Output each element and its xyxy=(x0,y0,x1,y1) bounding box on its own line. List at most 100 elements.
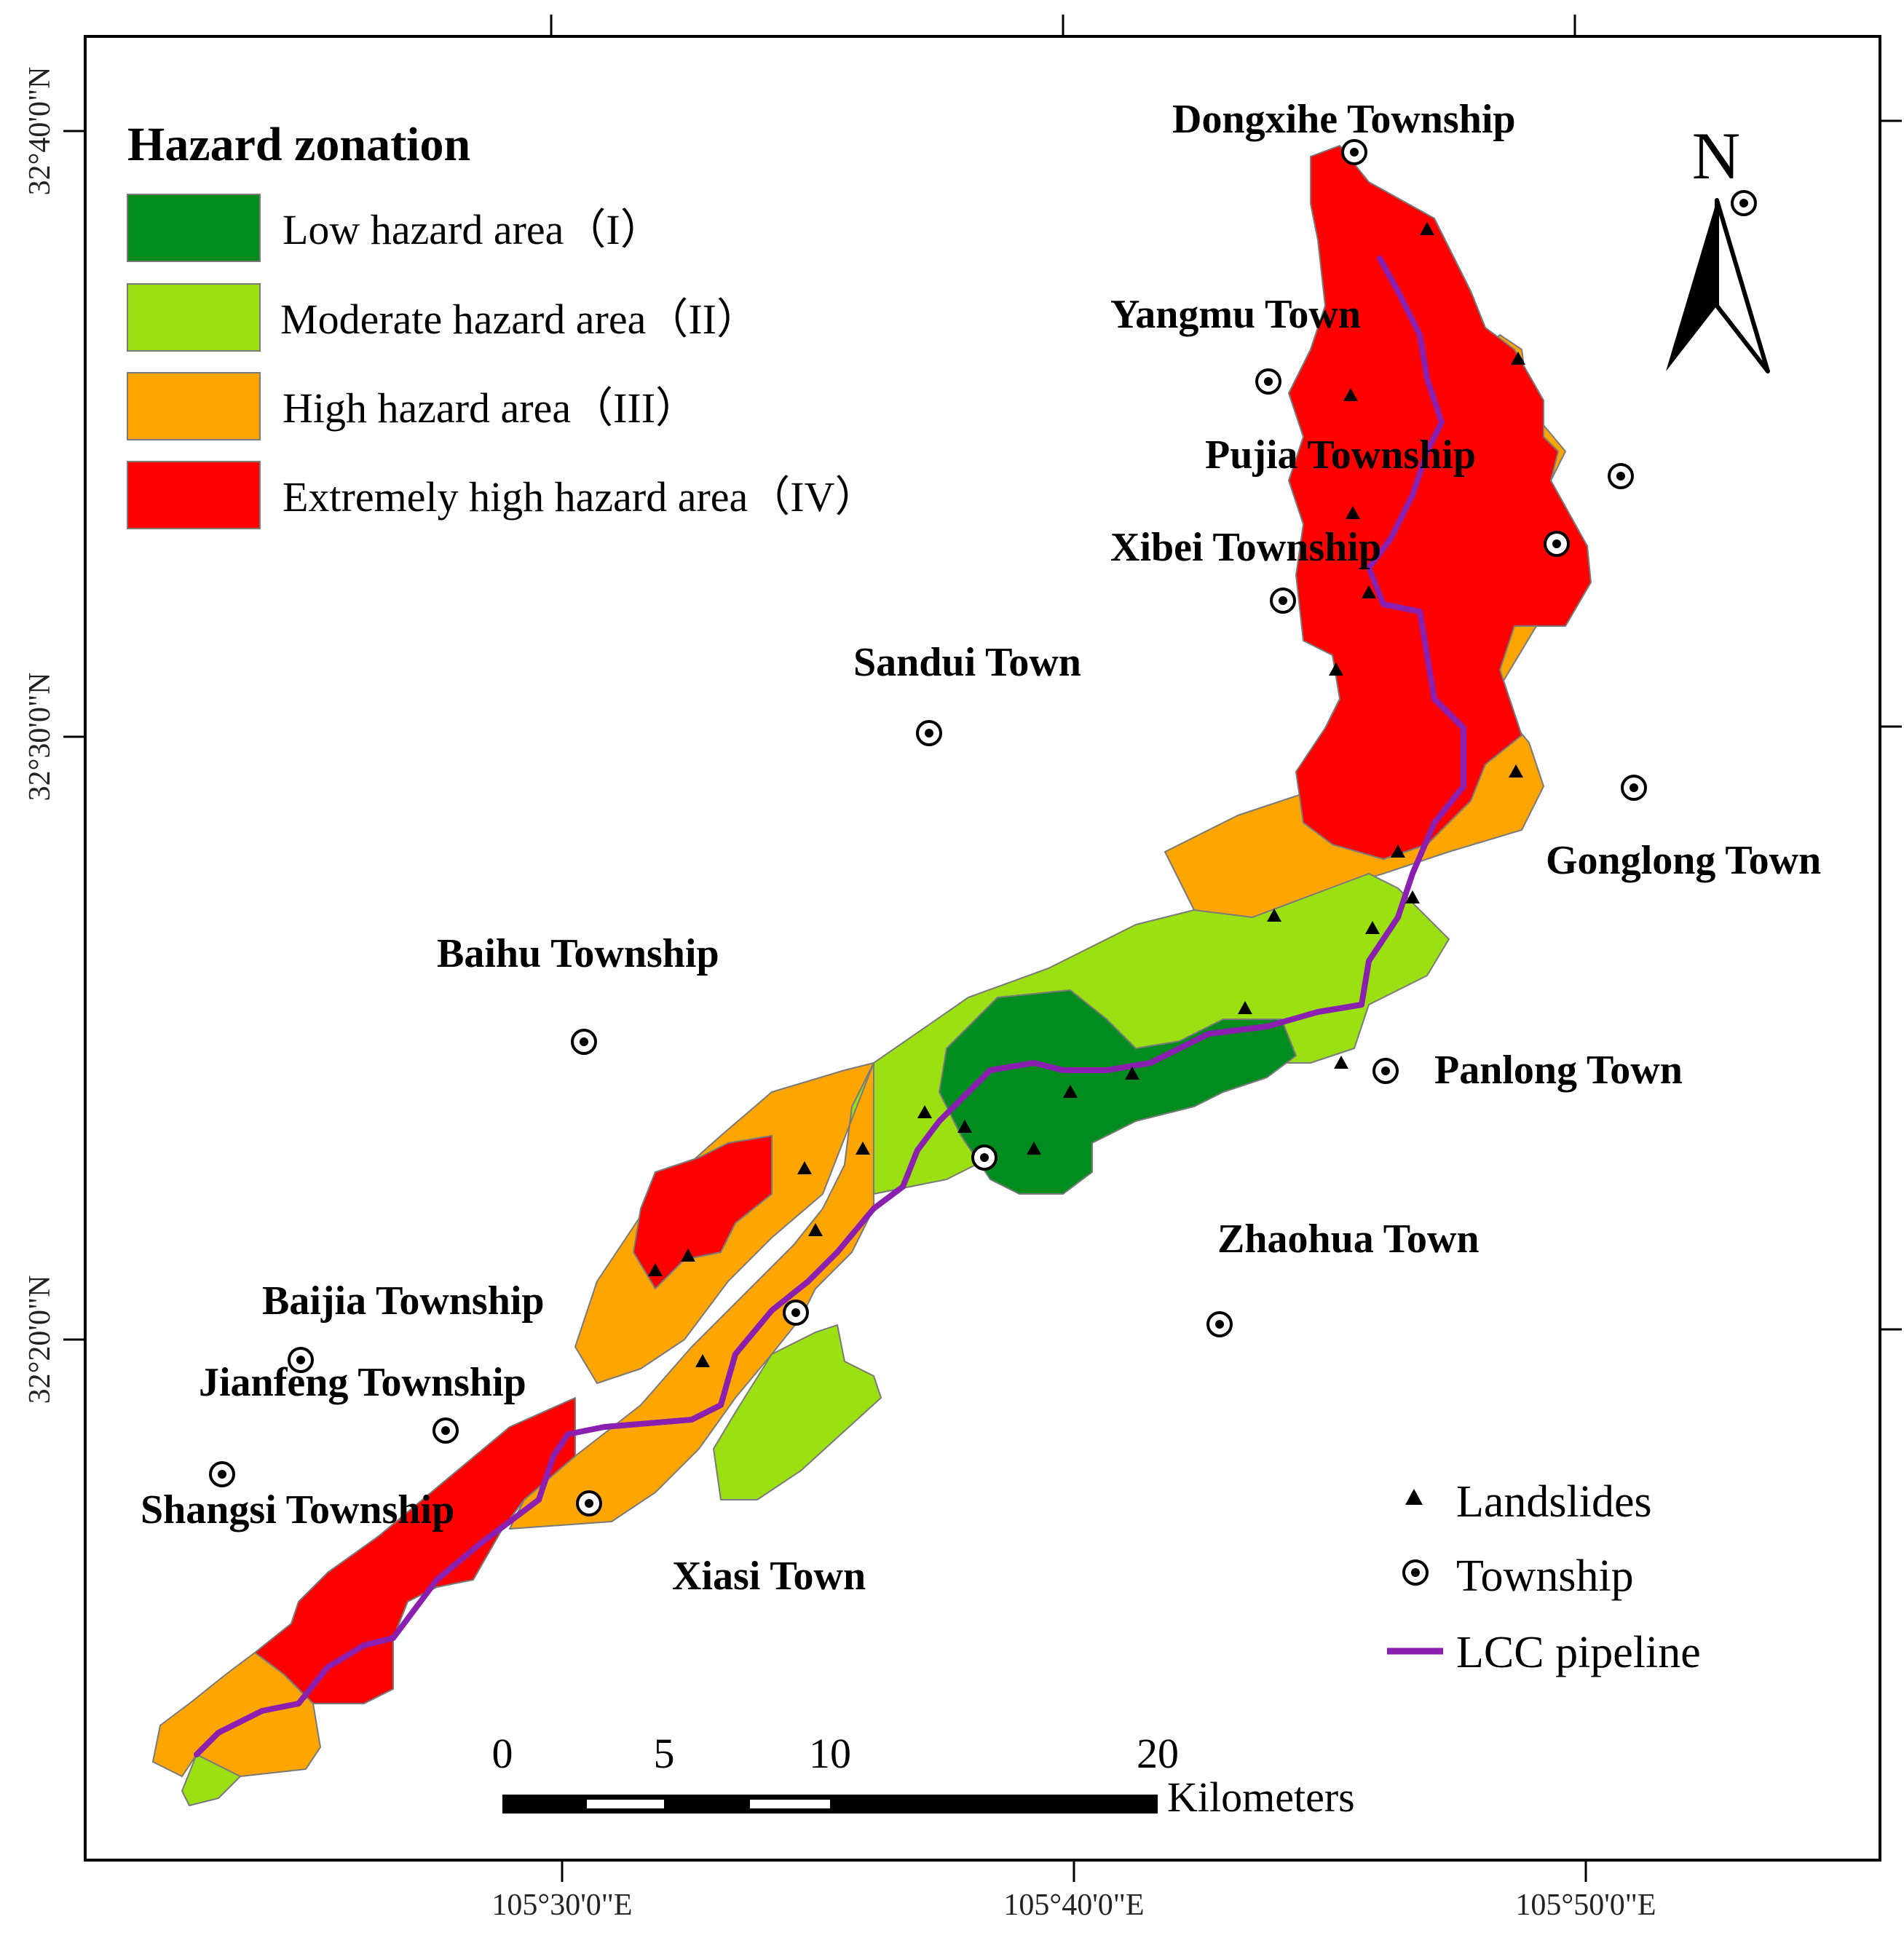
landslide-marker xyxy=(1238,1001,1252,1014)
town-label-gonglong: Gonglong Town xyxy=(1546,838,1821,883)
landslides-legend-label: Landslides xyxy=(1456,1477,1652,1527)
legend-swatch-high xyxy=(127,372,261,440)
north-arrow-right xyxy=(1715,198,1770,373)
landslide-marker xyxy=(1343,388,1358,401)
town-labels: Dongxihe Township Yangmu Town Pujia Town… xyxy=(141,97,1821,1599)
landslide-marker xyxy=(1405,890,1420,903)
zone-moderate-tip xyxy=(181,1754,241,1806)
town-label-sandui: Sandui Town xyxy=(853,640,1081,685)
scale-bar-white-2 xyxy=(750,1800,830,1808)
landslide-marker xyxy=(695,1354,710,1367)
scale-bar: 0 5 10 20 Kilometers xyxy=(492,1730,1355,1821)
town-label-panlong: Panlong Town xyxy=(1434,1048,1683,1093)
north-arrow-label: N xyxy=(1692,119,1740,193)
landslide-marker xyxy=(1362,585,1376,598)
town-label-xiasi: Xiasi Town xyxy=(672,1554,866,1599)
town-label-shangsi: Shangsi Township xyxy=(141,1487,454,1532)
landslide-marker xyxy=(1125,1067,1139,1080)
legend-label-high: High hazard area（III） xyxy=(283,384,698,432)
lon-label-3: 105°50'0"E xyxy=(1515,1888,1656,1922)
township-legend-icon xyxy=(1402,1559,1429,1586)
symbol-legend: Landslides Township LCC pipeline xyxy=(1387,1477,1701,1677)
legend-swatch-moderate xyxy=(127,283,261,352)
town-label-pujia: Pujia Township xyxy=(1205,432,1476,478)
landslide-marker xyxy=(1334,1056,1348,1069)
scale-tick-10: 10 xyxy=(809,1730,851,1777)
town-label-yangmu: Yangmu Town xyxy=(1110,292,1361,337)
legend-label-moderate: Moderate hazard area（II） xyxy=(280,296,759,343)
pipeline-legend-label: LCC pipeline xyxy=(1456,1628,1701,1677)
zone-extreme-sw-upper xyxy=(633,1135,773,1289)
lon-label-2: 105°40'0"E xyxy=(1003,1888,1144,1922)
township-marker-jianfeng xyxy=(432,1417,459,1444)
landslide-marker xyxy=(681,1249,695,1262)
legend-title: Hazard zonation xyxy=(127,118,470,171)
landslide-marker xyxy=(1027,1142,1041,1155)
township-marker-xiasi xyxy=(576,1490,602,1516)
township-markers xyxy=(209,139,1757,1516)
landslide-marker xyxy=(797,1161,812,1174)
township-marker-zhaohua xyxy=(1206,1311,1233,1337)
town-label-xibei: Xibei Township xyxy=(1110,525,1381,570)
township-marker-baihu xyxy=(571,1029,597,1055)
north-arrow: N xyxy=(1666,119,1770,373)
township-marker-baijia-pipeline xyxy=(783,1300,809,1326)
zone-moderate-sw xyxy=(713,1324,882,1500)
township-marker-sandui xyxy=(916,720,942,746)
lat-label-1: 32°40'0"N xyxy=(23,67,57,196)
township-marker-yangmu xyxy=(1255,368,1281,395)
landslide-marker xyxy=(1346,506,1360,519)
graticule-ticks xyxy=(63,15,1902,1882)
landslide-marker xyxy=(957,1120,972,1133)
legend-label-low: Low hazard area（I） xyxy=(283,206,663,253)
lcc-pipeline xyxy=(194,256,1466,1757)
zone-high-sw xyxy=(509,1062,874,1530)
township-marker-center xyxy=(971,1144,998,1171)
landslide-marker xyxy=(1391,845,1405,858)
lat-label-3: 32°20'0"N xyxy=(23,1275,57,1404)
township-marker-east-1 xyxy=(1608,463,1634,489)
township-legend-label: Township xyxy=(1456,1551,1634,1601)
lat-label-2: 32°30'0"N xyxy=(23,673,57,802)
hazard-zones xyxy=(152,145,1592,1806)
landslides-legend-icon xyxy=(1405,1489,1423,1505)
town-label-baijia: Baijia Township xyxy=(262,1278,545,1324)
scale-bar-white-1 xyxy=(587,1800,664,1808)
hazard-legend: Hazard zonation Low hazard area（I） Moder… xyxy=(127,118,877,529)
lon-label-1: 105°30'0"E xyxy=(491,1888,632,1922)
township-marker-baijia xyxy=(288,1347,314,1373)
legend-label-extreme: Extremely high hazard area（IV） xyxy=(283,473,877,521)
landslide-marker xyxy=(1063,1085,1078,1098)
landslide-marker xyxy=(1511,352,1525,365)
township-marker-shangsi xyxy=(209,1461,235,1487)
landslide-marker xyxy=(648,1263,663,1276)
landslide-marker xyxy=(1420,222,1434,235)
legend-swatch-low xyxy=(127,194,261,262)
township-marker-panlong xyxy=(1372,1058,1399,1084)
town-label-jianfeng: Jianfeng Township xyxy=(199,1360,526,1405)
landslide-marker xyxy=(1267,909,1281,922)
landslide-marker xyxy=(1329,663,1343,676)
town-label-dongxihe: Dongxihe Township xyxy=(1172,97,1516,142)
landslide-markers xyxy=(648,222,1525,1367)
township-marker-dongxihe xyxy=(1341,139,1367,165)
scale-tick-5: 5 xyxy=(654,1730,675,1777)
scale-unit: Kilometers xyxy=(1167,1773,1355,1821)
landslide-marker xyxy=(856,1142,870,1155)
scale-tick-0: 0 xyxy=(492,1730,513,1777)
north-arrow-left xyxy=(1666,200,1717,371)
landslide-marker xyxy=(917,1105,932,1118)
legend-swatch-extreme xyxy=(127,461,261,529)
scale-tick-20: 20 xyxy=(1137,1730,1179,1777)
zone-low-mid xyxy=(939,989,1297,1195)
town-label-baihu: Baihu Township xyxy=(437,931,719,976)
township-marker-ne-corner xyxy=(1731,190,1757,216)
township-marker-gonglong xyxy=(1621,775,1647,801)
landslide-marker xyxy=(1509,764,1523,778)
town-label-zhaohua: Zhaohua Town xyxy=(1217,1217,1480,1262)
landslide-marker xyxy=(1365,921,1380,934)
township-marker-pujia xyxy=(1544,531,1570,557)
landslide-marker xyxy=(808,1223,823,1236)
township-marker-xibei xyxy=(1270,588,1296,614)
